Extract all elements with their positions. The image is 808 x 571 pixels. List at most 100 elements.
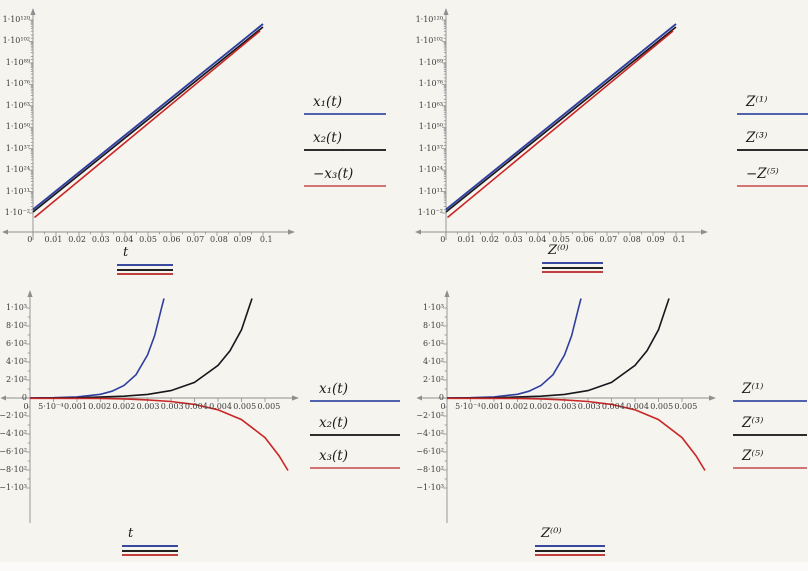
tick-label: 1·10¹¹: [5, 186, 30, 196]
legend-line-blue: [733, 400, 807, 402]
tick-label: 0.01: [44, 235, 63, 244]
y-tick-labels: 1·10³ 8·10² 6·10² 4·10² 2·10² 0 −2·10² −4·10² −6…: [416, 303, 444, 493]
plot-top-right: [415, 8, 708, 240]
legend-entry: Z⁽³⁾: [737, 130, 808, 151]
tick-label: 6·10²: [5, 339, 27, 348]
legend-entry: x₂(t): [304, 130, 386, 151]
axis-label-swatch: [535, 545, 605, 556]
tick-label: −2·10²: [0, 411, 27, 420]
legend-entry: x₁(t): [310, 381, 400, 402]
tick-label: 0.005: [257, 402, 281, 411]
series-x2-line: [32, 26, 264, 213]
series-z5-line: [446, 30, 674, 219]
tick-label: −6·10²: [0, 447, 27, 456]
legend-label: x₁(t): [313, 94, 342, 110]
tick-label: 1·10⁵⁰: [418, 122, 443, 132]
legend-label: x₃(t): [319, 448, 348, 464]
y-axis-ticks: [442, 19, 446, 214]
page-margin: [0, 562, 808, 571]
series-x1-line: [32, 23, 264, 211]
legend-entry: Z⁽¹⁾: [733, 381, 807, 402]
legend-entry: −x₃(t): [304, 166, 386, 187]
series-z3-line: [445, 26, 677, 213]
tick-label: 0.02: [68, 235, 86, 244]
legend-line-red: [304, 185, 386, 187]
x-axis-label-bottom-left: t: [122, 526, 178, 559]
tick-label: 1·10⁶³: [5, 100, 30, 110]
tick-label: −4·10²: [0, 429, 27, 438]
tick-label: 1·10¹⁰²: [415, 36, 443, 46]
x-axis-arrow-icon: [709, 395, 716, 401]
legend-line-black: [733, 433, 807, 436]
series-z1-curve: [446, 298, 582, 399]
tick-label: 1·10⁷⁶: [5, 79, 30, 89]
tick-label: 1·10¹⁰²: [2, 36, 30, 46]
tick-label: 0: [438, 393, 444, 402]
legend-line-blue: [737, 113, 808, 115]
tick-label: 1·10³: [5, 303, 27, 312]
x-tick-labels: 0 0.01 0.02 0.03 0.04 0.05 0.06 0.07 0.08 0.09 0.1: [431, 235, 691, 245]
tick-label: 5·10⁻⁴: [455, 402, 481, 411]
tick-label: −6·10²: [416, 447, 444, 456]
series-x1-curve: [29, 298, 165, 399]
tick-label: 1·10²⁴: [5, 165, 30, 175]
plot-top-left: [2, 8, 295, 240]
y-axis-arrow-icon: [27, 290, 33, 297]
legend-entry: x₃(t): [310, 448, 400, 469]
tick-label: 0.001: [64, 402, 87, 411]
legend-label: −Z⁽⁵⁾: [746, 166, 779, 182]
tick-label: 0.03: [91, 235, 110, 244]
legend-label: Z⁽¹⁾: [746, 94, 768, 110]
swatch-line-black: [535, 549, 605, 552]
tick-label: 0.002: [505, 402, 529, 411]
tick-label: 8·10²: [5, 321, 27, 330]
y-axis-ticks: [26, 307, 30, 489]
x-axis-ticks: [32, 232, 264, 236]
x-axis-left-arrow-icon: [415, 229, 421, 235]
legend-line-red: [737, 185, 808, 187]
swatch-line-blue: [542, 262, 603, 264]
tick-label: −2·10²: [416, 411, 444, 420]
tick-label: 1·10⁸⁹: [5, 57, 30, 67]
legend-entry: x₁(t): [304, 94, 386, 115]
x-axis-left-arrow-icon: [416, 395, 422, 401]
tick-label: 8·10²: [422, 321, 444, 330]
x-axis-arrow-icon: [288, 229, 295, 235]
x-tick-labels: 0 5·10⁻⁴ 0.001 0.002 0.002 0.003 0.003 0.004 0.0…: [431, 402, 698, 412]
legend-label: x₁(t): [319, 381, 348, 397]
tick-label: 0.002: [529, 402, 553, 411]
legend-label: Z⁽⁵⁾: [742, 448, 764, 464]
legend-line-black: [310, 433, 400, 436]
swatch-line-black: [542, 266, 603, 269]
legend-line-blue: [304, 113, 386, 115]
y-tick-labels: 1·10¹²⁰ 1·10¹⁰² 1·10⁸⁹ 1·10⁷⁶ 1·10⁶³ 1·10⁵⁰ 1·…: [414, 15, 443, 218]
tick-label: 0.03: [504, 235, 523, 244]
y-axis-arrow-icon: [444, 290, 450, 297]
legend-label: Z⁽³⁾: [742, 414, 764, 431]
legend-line-red: [733, 467, 807, 469]
tick-label: 2·10²: [422, 375, 444, 384]
tick-label: 0.09: [233, 235, 252, 244]
series-x2-curve: [29, 298, 253, 399]
tick-label: 0.06: [575, 235, 594, 244]
tick-label: 0.09: [646, 235, 665, 244]
tick-label: 0.005: [650, 402, 674, 411]
swatch-line-blue: [535, 545, 605, 547]
tick-label: 1·10⁵⁰: [5, 122, 30, 132]
series-z5-curve: [446, 397, 706, 471]
legend-top-right: Z⁽¹⁾ Z⁽³⁾ −Z⁽⁵⁾: [737, 90, 808, 202]
tick-label: 0.001: [481, 402, 504, 411]
x-axis-arrow-icon: [292, 395, 299, 401]
tick-label: 0.1: [672, 235, 686, 244]
series-z1-line: [445, 23, 677, 211]
tick-label: 0.08: [210, 235, 228, 244]
legend-top-left: x₁(t) x₂(t) −x₃(t): [304, 90, 386, 202]
y-tick-labels: 1·10³ 8·10² 6·10² 4·10² 2·10² 0 −2·10² −4·10² −6…: [0, 303, 27, 493]
legend-line-blue: [310, 400, 400, 402]
tick-label: 4·10²: [422, 357, 444, 366]
tick-label: −1·10³: [416, 483, 444, 492]
tick-label: 0: [440, 235, 446, 244]
series-x3-line: [33, 30, 261, 219]
tick-label: 0.002: [112, 402, 136, 411]
legend-entry: x₂(t): [310, 415, 400, 436]
